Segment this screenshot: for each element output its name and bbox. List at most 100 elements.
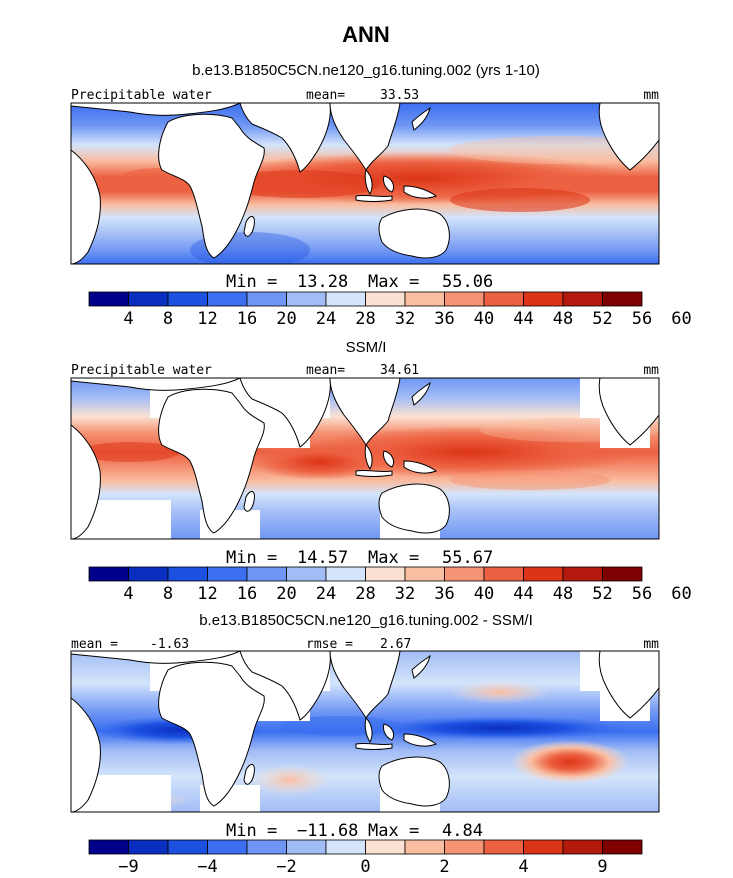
colorbar-swatch [523, 839, 564, 855]
colorbar-swatch [246, 291, 287, 307]
colorbar-swatch [325, 839, 366, 855]
colorbar-tick-label: 4 [123, 584, 133, 604]
colorbar-tick-label: 36 [434, 309, 454, 329]
rmse-label: rmse = [306, 637, 353, 652]
colorbar-swatch [404, 839, 445, 855]
colorbar-tick-label: 20 [276, 309, 296, 329]
colorbar-swatch [167, 839, 208, 855]
colorbar-tick-label: 9 [597, 857, 607, 877]
min-value: −11.68 [297, 821, 358, 841]
colorbar: −9 −4 −2 0 2 4 9 [88, 839, 643, 877]
min-value: 13.28 [297, 272, 348, 292]
max-label: Max = [368, 548, 419, 568]
colorbar-tick-label: 28 [355, 309, 375, 329]
colorbar-tick-label: 52 [592, 309, 612, 329]
mean-value: -1.63 [150, 637, 189, 652]
colorbar-swatch [523, 291, 564, 307]
colorbar-swatch [246, 839, 287, 855]
colorbar-swatch [404, 291, 445, 307]
colorbar-swatch [483, 291, 524, 307]
colorbar-tick-label: 60 [671, 584, 691, 604]
colorbar-swatch [325, 291, 366, 307]
colorbar-tick-label: 48 [553, 584, 573, 604]
colorbar-tick-label: 28 [355, 584, 375, 604]
colorbar-swatch [365, 291, 406, 307]
colorbar-tick-label: 40 [474, 309, 494, 329]
colorbar-tick-label: 0 [360, 857, 370, 877]
colorbar-swatch [207, 839, 248, 855]
colorbar-tick-label: 16 [237, 309, 257, 329]
colorbar-swatch [602, 839, 643, 855]
colorbar-tick-label: 12 [197, 309, 217, 329]
max-label: Max = [368, 821, 419, 841]
mean-value: 33.53 [380, 88, 419, 103]
colorbar: 4 8 12 16 20 24 28 32 36 40 44 48 52 56 60 [88, 291, 692, 329]
panel-model: b.e13.B1850C5CN.ne120_g16.tuning.002 (yr… [70, 62, 692, 329]
map-field [71, 378, 659, 539]
colorbar-tick-label: 16 [237, 584, 257, 604]
panel-title: b.e13.B1850C5CN.ne120_g16.tuning.002 - S… [199, 612, 533, 629]
mean-label: mean= [306, 88, 345, 103]
colorbar-tick-label: 4 [123, 309, 133, 329]
colorbar: 4 8 12 16 20 24 28 32 36 40 44 48 52 56 60 [88, 566, 692, 604]
panel-observations: SSM/I Precipitable water mean= 34.61 mm … [70, 339, 692, 604]
colorbar-tick-label: 56 [632, 309, 652, 329]
colorbar-tick-label: 8 [163, 584, 173, 604]
colorbar-tick-label: 32 [395, 584, 415, 604]
colorbar-tick-label: 60 [671, 309, 691, 329]
colorbar-tick-label: 52 [592, 584, 612, 604]
units-label: mm [643, 88, 659, 103]
colorbar-tick-label: 12 [197, 584, 217, 604]
colorbar-swatch [286, 566, 327, 582]
colorbar-swatch [128, 291, 169, 307]
min-label: Min = [226, 548, 277, 568]
map-field [71, 103, 659, 264]
colorbar-swatch [365, 566, 406, 582]
colorbar-swatch [562, 839, 603, 855]
variable-label: Precipitable water [71, 88, 212, 103]
colorbar-swatch [128, 839, 169, 855]
units-label: mm [643, 363, 659, 378]
panel-difference: b.e13.B1850C5CN.ne120_g16.tuning.002 - S… [70, 612, 660, 877]
colorbar-tick-label: 36 [434, 584, 454, 604]
colorbar-swatch [523, 566, 564, 582]
map-field [71, 651, 659, 812]
colorbar-swatch [167, 291, 208, 307]
colorbar-tick-label: 24 [316, 584, 336, 604]
colorbar-tick-label: −4 [197, 857, 217, 877]
colorbar-swatch [88, 839, 129, 855]
colorbar-tick-label: 4 [518, 857, 528, 877]
colorbar-tick-label: 48 [553, 309, 573, 329]
colorbar-swatch [167, 566, 208, 582]
colorbar-swatch [602, 566, 643, 582]
max-value: 55.67 [442, 548, 493, 568]
mean-label: mean= [306, 363, 345, 378]
colorbar-tick-label: 8 [163, 309, 173, 329]
rmse-value: 2.67 [380, 637, 411, 652]
colorbar-swatch [207, 566, 248, 582]
panel-title: b.e13.B1850C5CN.ne120_g16.tuning.002 (yr… [192, 62, 540, 79]
colorbar-tick-label: 2 [439, 857, 449, 877]
colorbar-swatch [286, 839, 327, 855]
colorbar-swatch [444, 566, 485, 582]
max-label: Max = [368, 272, 419, 292]
mean-label: mean = [71, 637, 118, 652]
min-label: Min = [226, 821, 277, 841]
colorbar-tick-label: 20 [276, 584, 296, 604]
min-label: Min = [226, 272, 277, 292]
figure-title: ANN [342, 22, 390, 47]
colorbar-tick-label: 44 [513, 584, 533, 604]
variable-label: Precipitable water [71, 363, 212, 378]
colorbar-swatch [207, 291, 248, 307]
max-value: 4.84 [442, 821, 483, 841]
colorbar-swatch [128, 566, 169, 582]
colorbar-swatch [246, 566, 287, 582]
colorbar-swatch [483, 839, 524, 855]
min-value: 14.57 [297, 548, 348, 568]
colorbar-swatch [286, 291, 327, 307]
colorbar-swatch [562, 291, 603, 307]
colorbar-swatch [88, 291, 129, 307]
colorbar-swatch [562, 566, 603, 582]
colorbar-tick-label: 44 [513, 309, 533, 329]
